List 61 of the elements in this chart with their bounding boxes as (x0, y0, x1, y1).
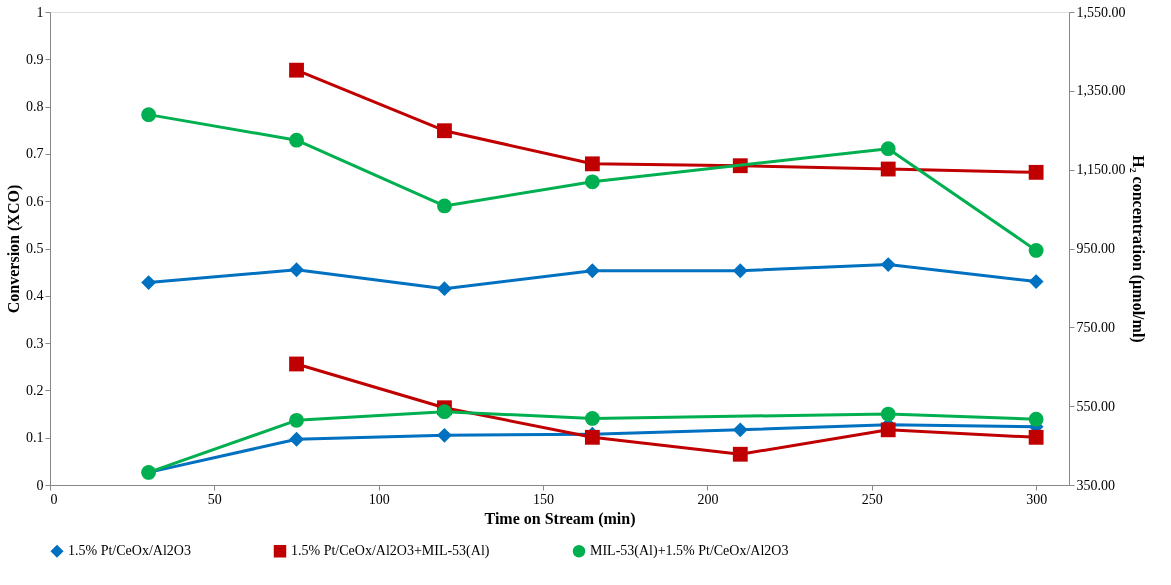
y-tick-label: 0.6 (26, 193, 44, 209)
point (880, 161, 896, 177)
point (289, 356, 304, 372)
point (141, 275, 157, 290)
point (880, 141, 896, 157)
x-tick-label: 0 (50, 491, 58, 507)
x-tick-label: 250 (861, 491, 883, 507)
y-tick-label: 0.1 (26, 430, 44, 446)
y-axis-title: Conversion (XCO) (5, 184, 23, 314)
legend-label: MIL-53(Al)+1.5% Pt/CeOx/Al2O3 (590, 543, 789, 560)
y2-tick-label: 550.00 (1076, 398, 1115, 414)
x-tick-label: 150 (533, 491, 555, 507)
point (437, 404, 452, 420)
y-tick-label: 0.4 (26, 288, 44, 304)
y-tick-label: 0.3 (26, 335, 44, 351)
point (584, 410, 600, 426)
y-tick-label: 0.5 (26, 241, 44, 256)
y2-tick-label: 350.00 (1076, 477, 1115, 493)
y2-tick-label: 950.00 (1076, 241, 1115, 256)
point (1028, 242, 1044, 258)
point (732, 422, 748, 438)
point (437, 123, 452, 139)
y-tick-label: 0.8 (26, 99, 44, 115)
x-tick-label: 100 (368, 491, 390, 507)
legend-label: 1.5% Pt/CeOx/Al2O3+MIL-53(Al) (291, 543, 490, 560)
x-tick-label: 50 (207, 491, 222, 507)
y2-tick-label: 750.00 (1076, 319, 1115, 335)
point (437, 427, 452, 443)
y2-axis-title: H₂ concentration (µmol/ml) (1128, 155, 1147, 343)
y-tick-label: 1 (36, 4, 44, 20)
point (289, 62, 304, 78)
x-tick-label: 300 (1026, 491, 1048, 507)
y2-tick-label: 1,150.00 (1076, 162, 1126, 178)
point (289, 431, 304, 447)
point (289, 262, 304, 278)
legend-label: 1.5% Pt/CeOx/Al2O3 (68, 543, 191, 559)
point (289, 412, 304, 428)
point (141, 107, 157, 123)
point (437, 281, 452, 297)
y2-tick-label: 1,550.00 (1076, 4, 1126, 20)
point (289, 132, 304, 148)
point (880, 422, 896, 438)
x-tick-label: 200 (697, 491, 719, 507)
point (1028, 274, 1044, 290)
point (732, 446, 748, 462)
point (1028, 164, 1044, 180)
point (584, 156, 600, 172)
point (584, 263, 600, 279)
y-tick-label: 0.9 (26, 51, 44, 67)
y-tick-label: 0.7 (26, 146, 44, 162)
y-tick-label: 0.2 (26, 382, 44, 398)
point (880, 257, 896, 272)
point (1028, 429, 1044, 445)
y2-tick-label: 1,350.00 (1076, 83, 1126, 99)
point (732, 263, 748, 279)
y-tick-label: 0 (36, 477, 44, 493)
point (880, 406, 896, 422)
point (584, 174, 600, 190)
point (1028, 411, 1044, 427)
point (437, 198, 452, 214)
x-axis-title: Time on Stream (min) (484, 509, 636, 528)
